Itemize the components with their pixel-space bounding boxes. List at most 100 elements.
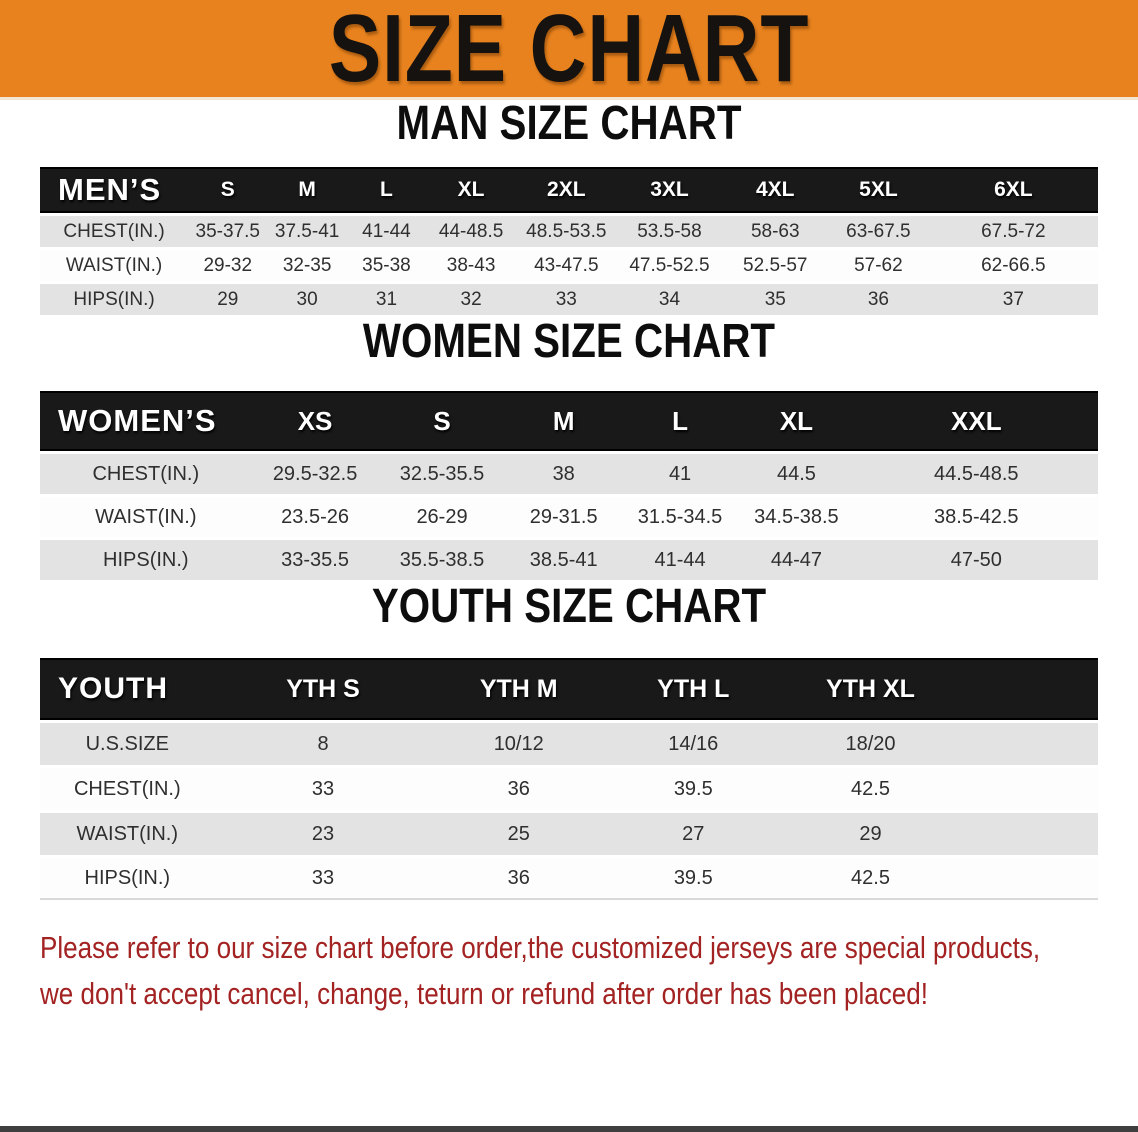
measurement-label: WAIST(IN.) <box>40 813 215 855</box>
size-value-cell: 44.5-48.5 <box>854 454 1098 494</box>
size-value-cell: 42.5 <box>780 768 961 810</box>
size-value-cell: 44.5 <box>738 454 855 494</box>
size-column-header: M <box>505 391 622 451</box>
youth-size-table: YOUTH YTH S YTH M YTH L YTH XL U.S.SIZE 8 10/1… <box>40 655 1098 903</box>
measurement-row: CHEST(IN.) 29.5-32.5 32.5-35.5 38 41 44.5 44.5… <box>40 454 1098 494</box>
size-value-cell: 14/16 <box>606 723 781 765</box>
size-value-cell: 38.5-42.5 <box>854 497 1098 537</box>
section-men: MAN SIZE CHART MEN’S S M L XL 2XL 3XL 4XL 5XL 6XL… <box>0 100 1138 318</box>
size-value-cell: 26-29 <box>378 497 506 537</box>
size-value-cell: 23 <box>214 813 432 855</box>
measurement-label: WAIST(IN.) <box>40 250 189 281</box>
size-value-cell: 36 <box>431 858 606 900</box>
size-value-cell: 39.5 <box>606 768 781 810</box>
size-value-cell: 8 <box>214 723 432 765</box>
measurement-row: HIPS(IN.) 29 30 31 32 33 34 35 36 37 <box>40 284 1098 315</box>
size-column-header: XS <box>251 391 379 451</box>
size-column-header: L <box>621 391 739 451</box>
size-value-cell: 35.5-38.5 <box>378 540 506 580</box>
size-value-cell: 33 <box>214 768 432 810</box>
group-label: WOMEN’S <box>40 391 252 451</box>
size-value-cell: 25 <box>431 813 606 855</box>
section-youth: YOUTH SIZE CHART YOUTH YTH S YTH M YTH L YTH… <box>0 583 1138 903</box>
size-value-cell: 34 <box>616 284 723 315</box>
size-value-cell: 39.5 <box>606 858 781 900</box>
size-column-header: XXL <box>854 391 1098 451</box>
size-header-row: YOUTH YTH S YTH M YTH L YTH XL <box>40 658 1098 720</box>
size-value-cell: 48.5-53.5 <box>516 216 617 247</box>
measurement-label: HIPS(IN.) <box>40 540 252 580</box>
measurement-label: WAIST(IN.) <box>40 497 252 537</box>
filler-cell <box>960 813 1098 855</box>
size-value-cell: 34.5-38.5 <box>738 497 855 537</box>
women-size-table: WOMEN’S XS S M L XL XXL CHEST(IN.) 29.5-32.5 32.… <box>40 388 1098 583</box>
size-value-cell: 57-62 <box>828 250 929 281</box>
size-column-header: 4XL <box>722 167 829 213</box>
men-section-heading: MAN SIZE CHART <box>396 97 742 150</box>
size-value-cell: 10/12 <box>431 723 606 765</box>
banner: SIZE CHART <box>0 0 1138 100</box>
measurement-label: CHEST(IN.) <box>40 216 189 247</box>
size-value-cell: 37.5-41 <box>267 216 347 247</box>
size-value-cell: 36 <box>431 768 606 810</box>
size-value-cell: 33 <box>214 858 432 900</box>
measurement-label: U.S.SIZE <box>40 723 215 765</box>
size-value-cell: 35-37.5 <box>188 216 268 247</box>
measurement-row: CHEST(IN.) 35-37.5 37.5-41 41-44 44-48.5 48.5… <box>40 216 1098 247</box>
size-value-cell: 18/20 <box>780 723 961 765</box>
size-value-cell: 31 <box>346 284 427 315</box>
size-value-cell: 37 <box>928 284 1098 315</box>
size-value-cell: 29 <box>780 813 961 855</box>
size-value-cell: 35 <box>722 284 829 315</box>
measurement-row: HIPS(IN.) 33 36 39.5 42.5 <box>40 858 1098 900</box>
size-column-header: XL <box>738 391 855 451</box>
size-column-header: 5XL <box>828 167 929 213</box>
size-column-header: XL <box>426 167 517 213</box>
size-column-header: S <box>378 391 506 451</box>
size-value-cell: 38.5-41 <box>505 540 622 580</box>
size-value-cell: 31.5-34.5 <box>621 497 739 537</box>
size-column-header: 2XL <box>516 167 617 213</box>
size-column-header: YTH S <box>214 658 432 720</box>
size-value-cell: 29 <box>188 284 268 315</box>
group-label: MEN’S <box>40 167 189 213</box>
size-value-cell: 63-67.5 <box>828 216 929 247</box>
size-value-cell: 67.5-72 <box>928 216 1098 247</box>
size-column-header: 3XL <box>616 167 723 213</box>
measurement-row: WAIST(IN.) 29-32 32-35 35-38 38-43 43-47.5 47.… <box>40 250 1098 281</box>
size-value-cell: 62-66.5 <box>928 250 1098 281</box>
measurement-label: CHEST(IN.) <box>40 768 215 810</box>
section-women: WOMEN SIZE CHART WOMEN’S XS S M L XL XXL CHEST… <box>0 318 1138 583</box>
measurement-row: U.S.SIZE 8 10/12 14/16 18/20 <box>40 723 1098 765</box>
size-value-cell: 32.5-35.5 <box>378 454 506 494</box>
disclaimer-line-2: we don't accept cancel, change, teturn o… <box>40 976 929 1011</box>
size-value-cell: 41-44 <box>621 540 739 580</box>
size-value-cell: 36 <box>828 284 929 315</box>
size-value-cell: 23.5-26 <box>251 497 379 537</box>
measurement-row: HIPS(IN.) 33-35.5 35.5-38.5 38.5-41 41-44 44-… <box>40 540 1098 580</box>
filler-cell <box>960 658 1098 720</box>
size-value-cell: 32-35 <box>267 250 347 281</box>
size-value-cell: 33-35.5 <box>251 540 379 580</box>
size-value-cell: 47-50 <box>854 540 1098 580</box>
size-value-cell: 52.5-57 <box>722 250 829 281</box>
bottom-divider-bar <box>0 1126 1138 1132</box>
size-column-header: YTH L <box>606 658 781 720</box>
size-column-header: YTH M <box>431 658 606 720</box>
size-value-cell: 42.5 <box>780 858 961 900</box>
size-value-cell: 29-32 <box>188 250 268 281</box>
size-value-cell: 35-38 <box>346 250 427 281</box>
size-header-row: WOMEN’S XS S M L XL XXL <box>40 391 1098 451</box>
size-column-header: YTH XL <box>780 658 961 720</box>
group-label: YOUTH <box>40 658 215 720</box>
youth-section-heading: YOUTH SIZE CHART <box>371 580 767 633</box>
size-value-cell: 27 <box>606 813 781 855</box>
size-value-cell: 33 <box>516 284 617 315</box>
measurement-label: HIPS(IN.) <box>40 858 215 900</box>
measurement-row: WAIST(IN.) 23 25 27 29 <box>40 813 1098 855</box>
filler-cell <box>960 858 1098 900</box>
size-column-header: L <box>346 167 427 213</box>
disclaimer: Please refer to our size chart before or… <box>40 925 1138 1017</box>
size-header-row: MEN’S S M L XL 2XL 3XL 4XL 5XL 6XL <box>40 167 1098 213</box>
size-value-cell: 38 <box>505 454 622 494</box>
